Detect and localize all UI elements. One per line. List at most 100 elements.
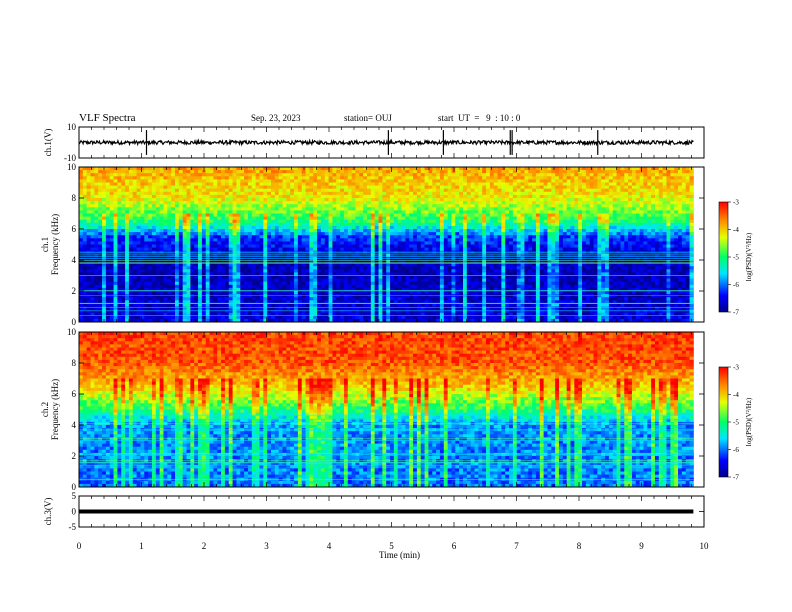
ch1-spectrogram-cell <box>512 238 518 242</box>
ch1-spectrogram-cell <box>436 225 441 230</box>
ch1-spectrogram-cell <box>351 260 356 264</box>
ch1-spectrogram-cell <box>631 201 637 205</box>
ch1-spectrogram-cell <box>662 170 667 174</box>
ch1-spectrogram-cell <box>221 167 226 171</box>
ch1-spectrogram-cell <box>82 253 88 258</box>
ch1-spectrogram-cell <box>455 250 460 255</box>
ch1-spectrogram-cell <box>82 185 88 190</box>
ch1-spectrogram-cell <box>589 173 594 177</box>
ch1-spectrogram-cell <box>405 225 410 230</box>
ch1-spectrogram-cell <box>535 222 541 227</box>
ch1-spectrogram-cell <box>79 182 84 186</box>
ch1-spectrogram-cell <box>631 235 637 239</box>
ch1-spectrogram-cell <box>324 225 329 230</box>
ch1-spectrogram-cell <box>647 250 652 255</box>
ch1-spectrogram-cell <box>378 173 383 177</box>
ch1-spectrogram-cell <box>205 201 210 205</box>
ch1-spectrogram-cell <box>405 194 410 199</box>
ch1-spectrogram-cell <box>274 204 280 208</box>
ch1-spectrogram-cell <box>209 241 214 245</box>
ch1-spectrogram-cell <box>201 260 207 264</box>
ch1-spectrogram-cell <box>393 188 399 193</box>
ch1-spectrogram-cell <box>647 201 652 205</box>
ch1-spectrogram-cell <box>401 247 406 252</box>
ch1-spectrogram-cell <box>670 182 675 186</box>
ch1-spectrogram-cell <box>244 244 249 248</box>
ch1-spectrogram-cell <box>286 216 291 221</box>
ch1-spectrogram-cell <box>171 204 176 208</box>
ch1-spectrogram-cell <box>351 170 356 174</box>
ch1-spectrogram-cell <box>409 210 414 214</box>
ch1-spectrogram-cell <box>317 179 322 183</box>
ch1-spectrogram-cell <box>674 250 679 255</box>
ch1-spectrogram-cell <box>79 235 84 239</box>
ch1-spectrogram-cell <box>439 222 445 227</box>
ch1-spectrogram-cell <box>205 188 210 193</box>
ch1-spectrogram-cell <box>290 210 295 214</box>
ch1-spectrogram-cell <box>324 207 329 211</box>
ch1-spectrogram-cell <box>658 179 664 183</box>
ch1-spectrogram-cell <box>144 204 149 208</box>
ch1-spectrogram-cell <box>224 201 230 205</box>
ch1-spectrogram-cell <box>244 167 249 171</box>
ch1-spectrogram-cell <box>167 204 172 208</box>
ch1-spectrogram-cell <box>466 207 472 211</box>
ch1-spectrogram-cell <box>267 204 272 208</box>
ch1-spectrogram-cell <box>420 182 425 186</box>
ch1-spectrogram-cell <box>113 250 118 255</box>
ch1-spectrogram-cell <box>201 207 207 211</box>
ch1-spectrogram-cell <box>155 235 161 239</box>
ch1-spectrogram-cell <box>489 253 495 258</box>
ch1-spectrogram-cell <box>597 185 602 190</box>
ch1-spectrogram-cell <box>228 182 233 186</box>
ch1-spectrogram-cell <box>121 167 126 171</box>
ch1-spectrogram-cell <box>194 207 199 211</box>
ch1-spectrogram-cell <box>662 173 667 177</box>
ch1-spectrogram-cell <box>509 210 514 214</box>
ch1-spectrogram-cell <box>363 210 368 214</box>
ch1-spectrogram-cell <box>132 232 137 236</box>
ch1-spectrogram-cell <box>397 235 402 239</box>
ch1-spectrogram-cell <box>612 235 617 239</box>
ch1-spectrogram-cell <box>666 235 671 239</box>
ch1-spectrogram-cell <box>570 238 575 242</box>
ch1-spectrogram-cell <box>171 188 176 193</box>
ch1-spectrogram-cell <box>113 179 118 183</box>
ch1-spectrogram-cell <box>90 179 95 183</box>
ch1-spectrogram-cell <box>324 176 329 180</box>
ch1-spectrogram-cell <box>355 219 360 224</box>
ch1-spectrogram-cell <box>274 253 280 258</box>
ch1-spectrogram-cell <box>82 260 88 264</box>
ch1-spectrogram-cell <box>489 194 495 199</box>
ch1-spectrogram-cell <box>274 244 280 248</box>
ch1-spectrogram-cell <box>420 204 425 208</box>
ch1-spectrogram-cell <box>140 222 145 227</box>
ch1-spectrogram-cell <box>608 232 614 236</box>
ch1-spectrogram-cell <box>413 216 418 221</box>
ch1-spectrogram-cell <box>340 185 345 190</box>
ch1-spectrogram-cell <box>543 250 548 255</box>
ch1-spectrogram-cell <box>86 260 91 264</box>
ch1-spectrogram-cell <box>597 201 602 205</box>
ch1-spectrogram-cell <box>635 225 641 230</box>
ch1-spectrogram-cell <box>82 191 88 196</box>
ch1-spectrogram-cell <box>205 235 210 239</box>
ch1-spectrogram-cell <box>451 207 456 211</box>
ch1-spectrogram-cell <box>608 179 614 183</box>
ch1-spectrogram-cell <box>643 235 648 239</box>
ch1-spectrogram-cell <box>182 260 187 264</box>
ch1-spectrogram-cell <box>570 247 575 252</box>
ch1-spectrogram-cell <box>678 229 683 233</box>
ch1-spectrogram-cell <box>539 229 545 233</box>
ch1-spectrogram-cell <box>608 216 614 221</box>
ch1-spectrogram-cell <box>140 241 145 245</box>
ch1-spectrogram-cell <box>578 219 583 224</box>
ch1-spectrogram-cell <box>155 176 161 180</box>
ch1-spectrogram-cell <box>374 191 379 196</box>
ch1-spectrogram-cell <box>574 201 579 205</box>
ch1-spectrogram-cell <box>439 210 445 214</box>
ch1-spectrogram-cell <box>593 179 598 183</box>
ch1-spectrogram-cell <box>689 188 694 193</box>
ch1-spectrogram-cell <box>605 222 610 227</box>
ch1-spectrogram-cell <box>294 182 299 186</box>
